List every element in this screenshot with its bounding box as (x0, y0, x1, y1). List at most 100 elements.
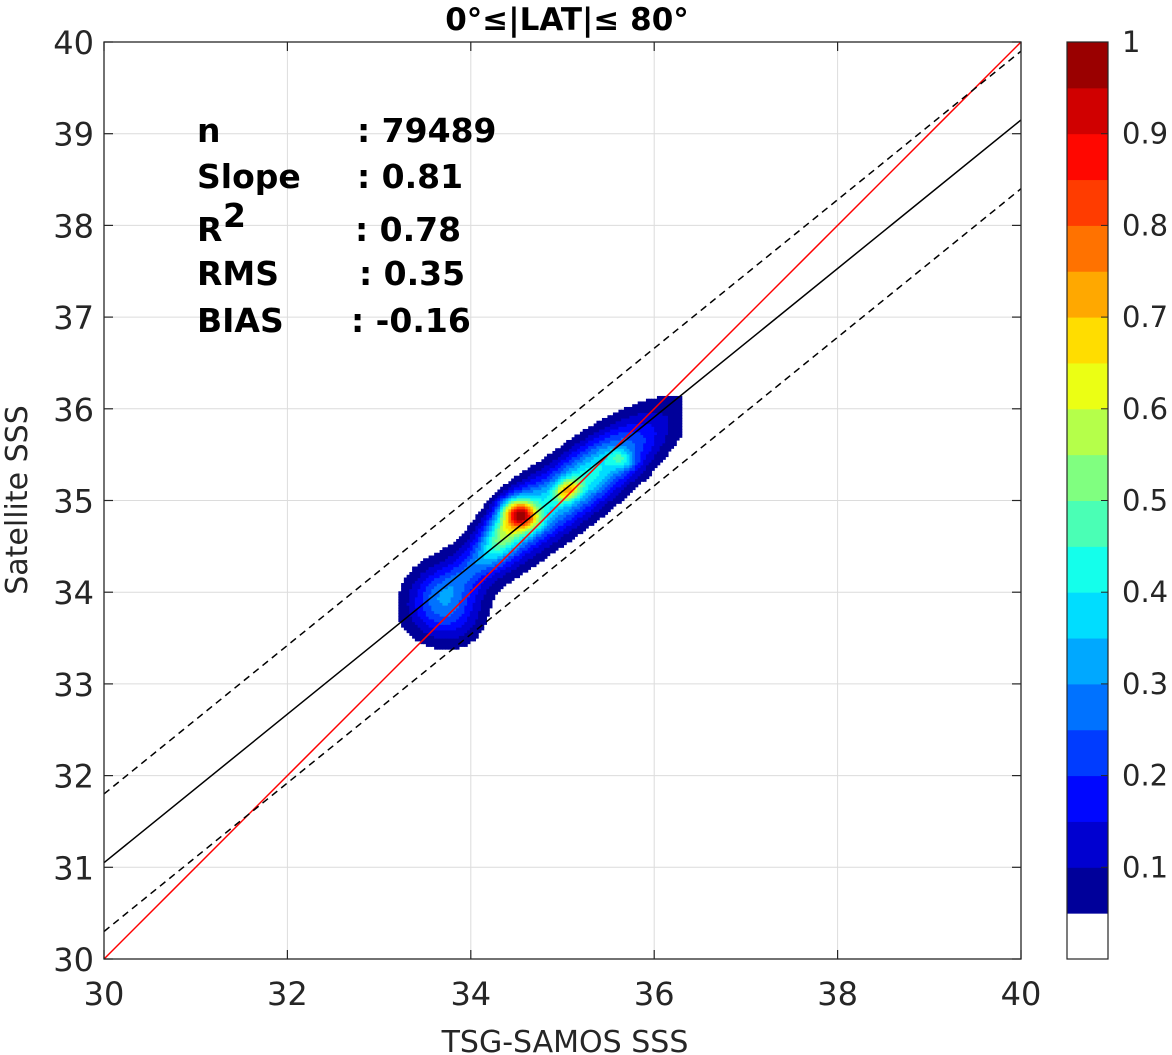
density-cell (527, 514, 532, 518)
density-cell (472, 525, 476, 529)
density-cell (461, 599, 465, 603)
density-cell (544, 541, 548, 546)
density-cell (563, 489, 567, 493)
density-cell (552, 461, 556, 466)
density-cell (604, 459, 609, 463)
density-cell (417, 594, 421, 598)
density-cell (456, 583, 460, 587)
density-cell (423, 558, 427, 562)
density-cell (571, 519, 576, 524)
density-cell (428, 607, 432, 612)
density-cell (637, 442, 642, 447)
density-cell (527, 555, 532, 559)
density-cell (601, 478, 606, 482)
density-cell (524, 563, 529, 568)
density-cell (585, 437, 589, 441)
density-cell (612, 497, 617, 502)
density-cell (563, 442, 567, 447)
density-cell (626, 415, 631, 419)
density-cell (637, 431, 642, 436)
density-cell (612, 423, 617, 427)
density-cell (585, 503, 589, 507)
density-cell (500, 541, 504, 546)
density-cell (480, 607, 485, 612)
density-cell (643, 431, 647, 436)
density-cell (604, 445, 609, 449)
density-cell (637, 426, 642, 430)
density-cell (403, 613, 408, 617)
density-cell (604, 506, 609, 510)
density-cell (634, 417, 639, 422)
density-cell (475, 517, 479, 521)
density-cell (519, 472, 523, 477)
density-cell (497, 572, 501, 576)
density-cell (632, 464, 636, 469)
density-cell (522, 555, 526, 559)
density-cell (544, 536, 548, 540)
density-cell (478, 550, 482, 554)
density-cell (458, 605, 463, 609)
density-cell (544, 533, 548, 537)
density-cell (425, 585, 430, 590)
density-cell (475, 618, 479, 623)
density-cell (478, 599, 482, 603)
density-cell (640, 401, 644, 405)
density-cell (436, 569, 441, 573)
density-cell (541, 511, 545, 515)
density-cell (475, 566, 479, 570)
density-cell (464, 638, 468, 642)
density-cell (615, 453, 620, 458)
density-cell (662, 417, 666, 422)
density-cell (557, 464, 562, 469)
density-cell (648, 426, 653, 430)
density-cell (464, 533, 468, 537)
density-cell (618, 431, 622, 436)
density-cell (604, 426, 609, 430)
density-cell (486, 541, 490, 546)
density-cell (445, 566, 449, 570)
density-cell (659, 420, 664, 425)
density-cell (568, 450, 573, 455)
density-cell (467, 618, 471, 623)
density-cell (417, 610, 421, 614)
density-cell (486, 508, 490, 513)
density-cell (629, 439, 633, 444)
density-cell (478, 514, 482, 518)
density-cell (676, 409, 680, 414)
density-cell (494, 580, 498, 584)
density-cell (574, 525, 578, 529)
density-cell (656, 434, 661, 438)
density-cell (425, 638, 430, 642)
colorbar-segment (1067, 42, 1108, 89)
density-cell (533, 492, 537, 496)
density-cell (612, 434, 617, 438)
density-cell (662, 445, 666, 449)
density-cell (582, 450, 587, 455)
density-cell (599, 423, 603, 427)
density-cell (508, 525, 512, 529)
density-cell (464, 640, 468, 645)
density-cell (566, 530, 570, 535)
density-cell (489, 594, 493, 598)
stat-value: : 0.81 (357, 157, 463, 196)
density-cell (436, 621, 441, 625)
density-cell (588, 442, 592, 447)
density-cell (450, 605, 454, 609)
density-cell (464, 616, 468, 620)
density-cell (623, 481, 628, 485)
density-cell (656, 426, 661, 430)
density-cell (648, 401, 653, 405)
density-cell (442, 638, 446, 642)
density-cell (535, 550, 540, 554)
density-cell (549, 525, 554, 529)
density-cell (612, 486, 617, 491)
density-cell (494, 547, 498, 551)
density-cell (414, 638, 419, 642)
density-cell (483, 569, 487, 573)
density-cell (618, 415, 622, 419)
density-cell (505, 574, 509, 579)
density-cell (585, 492, 589, 496)
density-cell (494, 555, 498, 559)
density-cell (497, 494, 501, 499)
density-cell (670, 437, 675, 441)
